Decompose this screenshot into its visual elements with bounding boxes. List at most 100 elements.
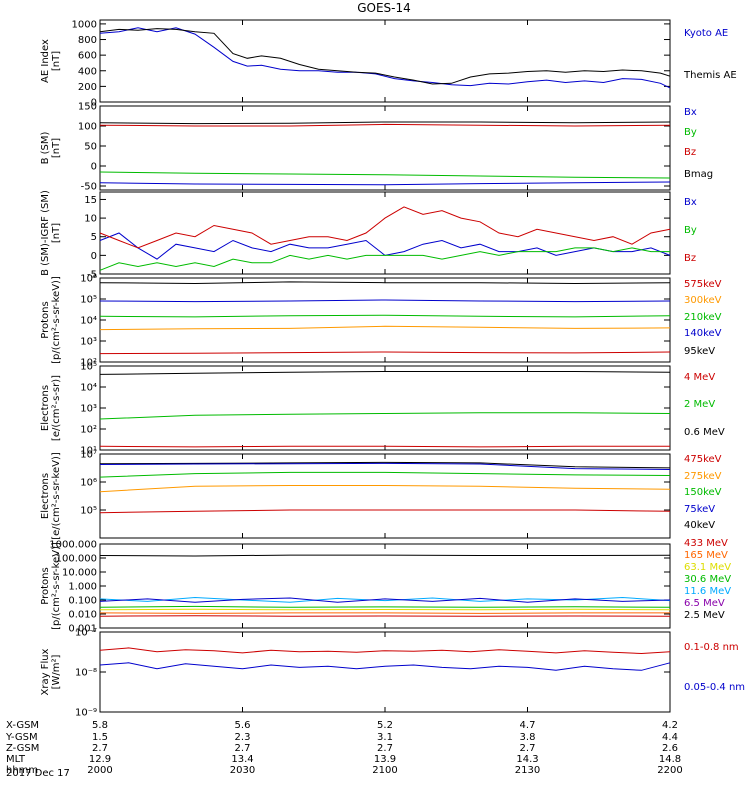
x-row-value: 2.7 [235,743,251,754]
legend-entry: 63.1 MeV [684,562,731,573]
series-line-63-1-mev [99,608,671,611]
legend-entry: 0.1-0.8 nm [684,642,739,653]
y-tick-label: 50 [84,142,97,153]
x-row-label: Y-GSM [5,732,38,743]
x-row-value: 3.1 [377,732,393,743]
y-axis-label: Protons [40,301,51,338]
series-line-by [99,247,670,271]
legend-entry: 11.6 MeV [684,586,731,597]
series-line-75kev [99,462,671,470]
panel-ae: 0 200 400 600 800 1000 AE Index [nT] Kyoto AE The… [40,19,737,108]
series-line-by [99,171,671,179]
panel-electrons1: 10¹ 10² 10³ 10⁴ 10⁵ Electrons [e/(cm²-s-sr)] 4 … [40,362,725,457]
legend-entry: Bz [684,253,696,264]
panel-frame [99,277,671,363]
y-axis-label: AE Index [40,39,51,83]
y-tick-label: 10⁻⁸ [75,668,97,679]
legend-entry: 2.5 MeV [684,610,725,621]
panel-frame [99,191,671,275]
x-row-value: 2.3 [235,732,251,743]
y-tick-label: 1000 [72,19,97,30]
x-row-label: MLT [6,754,26,765]
series-line-2-mev [99,412,671,420]
legend-entry: By [684,127,697,138]
series-line-40kev [99,461,671,469]
legend-entry: 95keV [684,346,715,357]
legend-entry: 0.05-0.4 nm [684,682,745,693]
series-line-165-mev [99,612,670,614]
x-row-value: 2200 [657,765,682,776]
x-row-value: 2000 [87,765,112,776]
x-row-value: 2.7 [520,743,536,754]
series-line-2-5-mev [99,554,671,557]
chart-title: GOES-14 [357,1,411,15]
series-line-95kev [99,351,671,355]
x-row-label: X-GSM [6,720,39,731]
legend-entry: Themis AE [683,70,737,81]
series-line-bz [99,123,671,127]
y-tick-label: -5 [87,270,97,281]
panel-xray: 10⁻⁹ 10⁻⁸ 10⁻⁷ Xray Flux [W/m²] 0.1-0.8 nm 0.0… [40,628,745,719]
y-tick-label: 0 [91,162,97,173]
series-line-30-6-mev [99,605,671,608]
y-tick-label: 600 [78,51,97,62]
y-tick-label: 10⁶ [80,478,97,489]
series-line-4-mev [99,445,670,448]
panel-bsm: -50 0 50 100 150 B (SM) [nT] Bx By Bz Bmag [40,102,713,193]
legend-entry: 210keV [684,312,722,323]
y-tick-label: 1.000 [68,582,97,593]
y-axis-label: B (SM) [40,131,51,164]
y-tick-label: 10⁴ [80,383,97,394]
series-line-140kev [99,325,671,331]
y-axis-label: [nT] [51,51,62,71]
y-tick-label: 0 [91,251,97,262]
y-tick-label: 150 [78,102,97,113]
x-row-value: 14.8 [659,754,681,765]
y-axis-label: Electrons [40,385,51,431]
legend-entry: 6.5 MeV [684,598,725,609]
y-tick-label: 0.010 [68,610,97,621]
y-tick-label: 15 [84,195,97,206]
y-tick-label: 10 [84,214,97,225]
series-line-0-6-mev [99,371,671,375]
y-axis-label: Xray Flux [40,648,51,695]
y-tick-label: 10⁵ [80,362,97,373]
y-tick-label: 10³ [80,404,97,415]
x-row-value: 5.2 [377,720,393,731]
legend-entry: 30.6 MeV [684,574,731,585]
legend-entry: Bz [684,147,696,158]
legend-entry: 165 MeV [684,550,728,561]
legend-entry: Bmag [684,169,713,180]
y-axis-label: [W/m²] [51,654,62,689]
x-row-label: Z-GSM [6,743,39,754]
series-line-0-05-0-4-nm [99,662,671,671]
x-row-value: 4.2 [662,720,678,731]
series-line-bx [99,181,671,186]
x-row-value: 2.7 [92,743,108,754]
chart-date: 2017 Dec 17 [6,768,70,779]
legend-entry: Bx [684,197,697,208]
panel-electrons2: 10⁵ 10⁶ 10⁷ Electrons [e/(cm²-s-sr-keV)] 475k… [40,450,722,540]
x-row-value: 4.4 [662,732,678,743]
y-tick-label: 200 [78,82,97,93]
y-tick-label: 10¹ [80,446,97,457]
panel-protons1: 10² 10³ 10⁴ 10⁵ 10⁶ Protons [p/(cm²-s-sr-keV)]… [40,274,722,369]
series-line-210kev [99,314,671,318]
legend-entry: 40keV [684,520,715,531]
y-axis-label: Protons [40,567,51,604]
x-row-value: 4.7 [520,720,536,731]
x-row-value: 5.6 [235,720,251,731]
y-tick-label: 10⁶ [80,274,97,285]
x-row-value: 2030 [230,765,255,776]
legend-entry: 433 MeV [684,538,728,549]
y-axis-label: [nT] [51,223,62,243]
y-tick-label: 10.000 [62,568,97,579]
panel-protons2: 0.001 0.010 0.100 1.000 10.000 100.000 1000.00… [40,538,731,635]
legend-entry: 475keV [684,454,722,465]
panel-frame [99,19,671,103]
y-tick-label: 10⁷ [80,450,97,461]
y-tick-label: 10² [80,358,97,369]
y-tick-label: 0.100 [68,596,97,607]
y-axis-label: [p/(cm²-s-sr-keV)] [51,276,62,364]
